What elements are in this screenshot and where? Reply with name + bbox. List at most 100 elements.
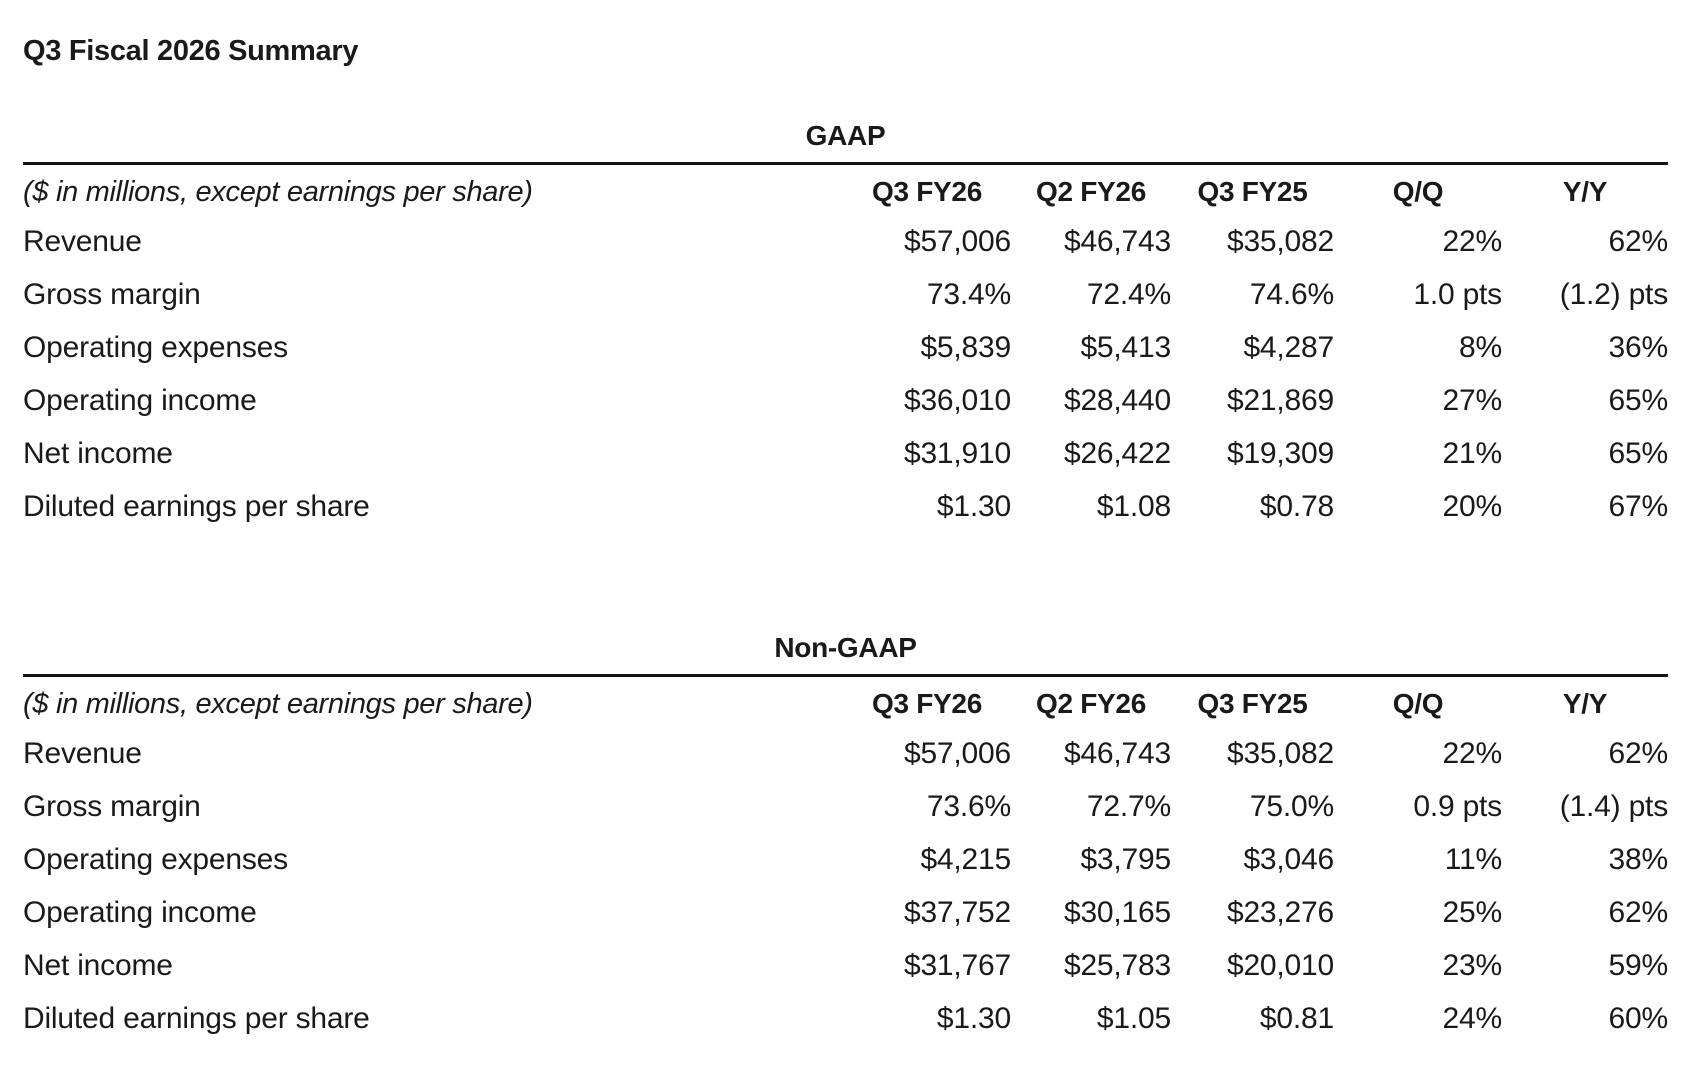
column-header-qq: Q/Q — [1392, 176, 1444, 207]
cell-value: $0.81 — [1259, 1002, 1334, 1035]
table-row-diluted-eps: Diluted earnings per share $1.30 $1.05 $… — [23, 993, 1668, 1046]
cell-value: $1.08 — [1096, 490, 1171, 523]
row-label: Gross margin — [23, 790, 201, 823]
cell-value: $37,752 — [903, 896, 1011, 929]
column-header-q3fy25: Q3 FY25 — [1197, 688, 1308, 719]
cell-value: $31,767 — [903, 949, 1011, 982]
cell-value: $26,422 — [1063, 437, 1171, 470]
cell-value: 8% — [1459, 331, 1502, 364]
cell-value: $4,287 — [1243, 331, 1334, 364]
cell-value: $1.30 — [936, 1002, 1011, 1035]
table-row-operating-income: Operating income $37,752 $30,165 $23,276… — [23, 887, 1668, 940]
column-header-q2fy26: Q2 FY26 — [1036, 176, 1146, 207]
cell-value: $25,783 — [1063, 949, 1171, 982]
cell-value: 74.6% — [1249, 278, 1334, 311]
cell-value: 1.0 pts — [1413, 278, 1502, 311]
cell-value: 67% — [1608, 490, 1669, 523]
page: Q3 Fiscal 2026 Summary GAAP ($ in millio… — [23, 35, 1668, 1046]
cell-value: $30,165 — [1063, 896, 1171, 929]
cell-value: $3,046 — [1243, 843, 1334, 876]
cell-value: $20,010 — [1226, 949, 1334, 982]
row-label: Operating income — [23, 896, 257, 929]
cell-value: 65% — [1608, 384, 1669, 417]
cell-value: $19,309 — [1226, 437, 1334, 470]
cell-value: 60% — [1608, 1002, 1669, 1035]
cell-value: 75.0% — [1249, 790, 1334, 823]
table-row-operating-expenses: Operating expenses $4,215 $3,795 $3,046 … — [23, 834, 1668, 887]
cell-value: 21% — [1442, 437, 1503, 470]
cell-value: 73.4% — [926, 278, 1011, 311]
gaap-section: GAAP ($ in millions, except earnings per… — [23, 121, 1668, 534]
cell-value: $0.78 — [1259, 490, 1334, 523]
cell-value: 23% — [1442, 949, 1503, 982]
table-row-revenue: Revenue $57,006 $46,743 $35,082 22% 62% — [23, 728, 1668, 781]
column-header-q3fy25: Q3 FY25 — [1197, 176, 1308, 207]
non-gaap-section: Non-GAAP ($ in millions, except earnings… — [23, 633, 1668, 1046]
cell-value: 62% — [1608, 737, 1669, 770]
cell-value: $23,276 — [1226, 896, 1334, 929]
cell-value: $3,795 — [1080, 843, 1171, 876]
cell-value: 65% — [1608, 437, 1669, 470]
column-header-qq: Q/Q — [1392, 688, 1444, 719]
cell-value: (1.4) pts — [1559, 790, 1668, 823]
column-header-q3fy26: Q3 FY26 — [872, 176, 982, 207]
units-note: ($ in millions, except earnings per shar… — [23, 688, 533, 720]
cell-value: $5,839 — [920, 331, 1011, 364]
cell-value: 38% — [1608, 843, 1669, 876]
table-row-gross-margin: Gross margin 73.6% 72.7% 75.0% 0.9 pts (… — [23, 781, 1668, 834]
table-row-gross-margin: Gross margin 73.4% 72.4% 74.6% 1.0 pts (… — [23, 269, 1668, 322]
row-label: Net income — [23, 437, 173, 470]
cell-value: 25% — [1442, 896, 1503, 929]
cell-value: $5,413 — [1080, 331, 1171, 364]
gaap-financial-table: ($ in millions, except earnings per shar… — [23, 162, 1668, 534]
section-title-non-gaap: Non-GAAP — [774, 632, 917, 663]
row-label: Gross margin — [23, 278, 201, 311]
row-label: Operating expenses — [23, 331, 288, 364]
cell-value: 20% — [1442, 490, 1503, 523]
cell-value: 72.4% — [1086, 278, 1171, 311]
cell-value: $57,006 — [903, 737, 1011, 770]
cell-value: $35,082 — [1226, 737, 1334, 770]
cell-value: $28,440 — [1063, 384, 1171, 417]
cell-value: 62% — [1608, 896, 1669, 929]
column-header-q2fy26: Q2 FY26 — [1036, 688, 1146, 719]
cell-value: $36,010 — [903, 384, 1011, 417]
row-label: Net income — [23, 949, 173, 982]
row-label: Operating income — [23, 384, 257, 417]
table-row-net-income: Net income $31,910 $26,422 $19,309 21% 6… — [23, 428, 1668, 481]
cell-value: 24% — [1442, 1002, 1503, 1035]
cell-value: 36% — [1608, 331, 1669, 364]
cell-value: 27% — [1442, 384, 1503, 417]
column-header-q3fy26: Q3 FY26 — [872, 688, 982, 719]
cell-value: $31,910 — [903, 437, 1011, 470]
cell-value: 72.7% — [1086, 790, 1171, 823]
cell-value: $46,743 — [1063, 225, 1171, 258]
row-label: Revenue — [23, 737, 142, 770]
cell-value: 62% — [1608, 225, 1669, 258]
table-row-operating-income: Operating income $36,010 $28,440 $21,869… — [23, 375, 1668, 428]
cell-value: 59% — [1608, 949, 1669, 982]
cell-value: 73.6% — [926, 790, 1011, 823]
header-row: ($ in millions, except earnings per shar… — [23, 676, 1668, 729]
cell-value: 0.9 pts — [1413, 790, 1502, 823]
header-row: ($ in millions, except earnings per shar… — [23, 164, 1668, 217]
cell-value: $1.30 — [936, 490, 1011, 523]
cell-value: $35,082 — [1226, 225, 1334, 258]
table-row-revenue: Revenue $57,006 $46,743 $35,082 22% 62% — [23, 216, 1668, 269]
cell-value: $1.05 — [1096, 1002, 1171, 1035]
row-label: Revenue — [23, 225, 142, 258]
page-title: Q3 Fiscal 2026 Summary — [23, 35, 359, 67]
table-row-diluted-eps: Diluted earnings per share $1.30 $1.08 $… — [23, 481, 1668, 534]
cell-value: $4,215 — [920, 843, 1011, 876]
cell-value: 22% — [1442, 225, 1503, 258]
column-header-yy: Y/Y — [1562, 688, 1608, 719]
non-gaap-financial-table: ($ in millions, except earnings per shar… — [23, 674, 1668, 1046]
cell-value: $46,743 — [1063, 737, 1171, 770]
cell-value: 11% — [1444, 843, 1502, 876]
table-row-net-income: Net income $31,767 $25,783 $20,010 23% 5… — [23, 940, 1668, 993]
row-label: Operating expenses — [23, 843, 288, 876]
section-title-gaap: GAAP — [805, 120, 886, 151]
table-row-operating-expenses: Operating expenses $5,839 $5,413 $4,287 … — [23, 322, 1668, 375]
units-note: ($ in millions, except earnings per shar… — [23, 176, 533, 208]
cell-value: $21,869 — [1226, 384, 1334, 417]
